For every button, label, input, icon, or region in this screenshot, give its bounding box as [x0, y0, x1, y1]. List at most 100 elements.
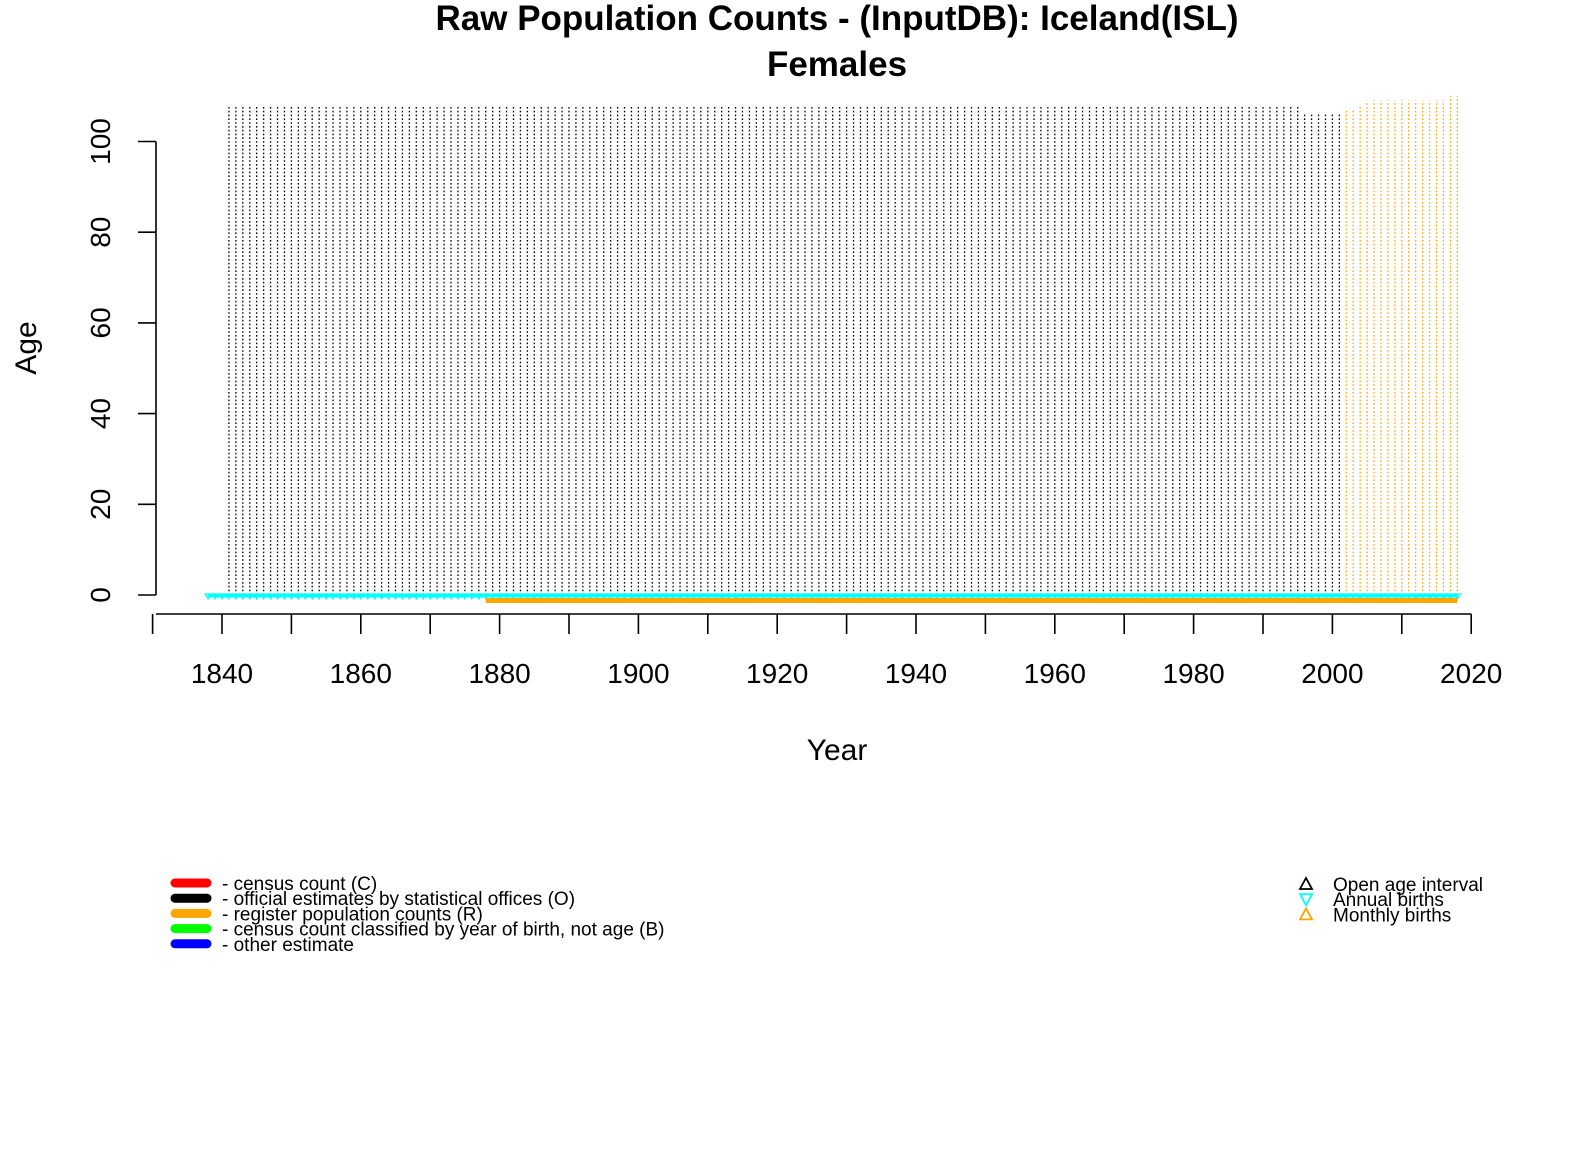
- data-point: [564, 593, 574, 601]
- data-point: [1085, 593, 1094, 601]
- data-point: [960, 593, 969, 601]
- data-point: [1210, 593, 1219, 601]
- legend-data-types: - census count (C)- official estimates b…: [170, 874, 665, 956]
- data-point: [1307, 593, 1316, 601]
- data-point: [675, 593, 685, 601]
- legend-label: Open age interval: [1333, 875, 1483, 896]
- data-point: [1286, 593, 1295, 601]
- data-point: [1043, 593, 1052, 601]
- data-point: [1439, 593, 1448, 601]
- data-point: [412, 593, 421, 601]
- data-point: [856, 593, 865, 601]
- data-point: [537, 593, 546, 601]
- data-point: [599, 593, 608, 601]
- data-point: [1057, 593, 1066, 601]
- data-point: [1147, 593, 1157, 601]
- data-point: [1383, 593, 1392, 601]
- data-point: [294, 593, 303, 601]
- data-point: [308, 593, 317, 601]
- data-point: [440, 593, 449, 601]
- data-point: [953, 593, 962, 601]
- data-point: [1432, 593, 1441, 601]
- y-tick-label: 60: [85, 307, 116, 338]
- x-tick-label: 1940: [885, 658, 947, 689]
- data-point: [405, 593, 414, 601]
- data-point: [558, 593, 567, 601]
- legend-label: - census count (C): [222, 874, 377, 895]
- data-point: [1175, 593, 1184, 601]
- triangle-up-icon: [1298, 906, 1314, 921]
- data-point: [1369, 593, 1379, 601]
- x-axis-label: Year: [807, 734, 868, 767]
- data-point: [1376, 593, 1386, 601]
- data-point: [613, 593, 622, 601]
- data-point: [884, 593, 893, 601]
- data-point: [1071, 593, 1080, 601]
- data-point: [1064, 593, 1073, 601]
- monthly-births-band: [485, 598, 1458, 603]
- data-point: [1036, 593, 1045, 601]
- data-point: [759, 593, 768, 601]
- data-point: [863, 593, 872, 601]
- data-point: [828, 593, 837, 601]
- data-point: [1397, 593, 1406, 601]
- data-point: [1099, 593, 1108, 601]
- data-point: [918, 593, 927, 601]
- data-point: [301, 593, 310, 601]
- axes: 0 20 40 60 80 100 1840 1860 1880 1900 1920 1940 1960…: [85, 118, 1502, 689]
- x-tick-label: 2020: [1440, 658, 1502, 689]
- data-point: [1009, 593, 1018, 601]
- data-point: [1002, 593, 1011, 601]
- data-point: [1078, 593, 1087, 601]
- data-point: [1453, 593, 1462, 601]
- x-tick-label: 1960: [1024, 658, 1086, 689]
- data-point: [1120, 593, 1129, 601]
- data-point: [1224, 593, 1233, 601]
- data-point: [1231, 593, 1240, 601]
- data-point: [356, 593, 365, 601]
- data-point: [1293, 593, 1302, 601]
- data-point: [592, 593, 601, 601]
- data-point: [669, 593, 678, 601]
- data-point: [571, 593, 580, 601]
- data-point: [1189, 593, 1198, 601]
- y-tick-label: 80: [85, 217, 116, 248]
- data-point: [1154, 593, 1163, 601]
- data-point: [835, 593, 844, 601]
- data-point: [474, 593, 483, 601]
- chart-subtitle: Females: [767, 45, 907, 84]
- data-point: [1446, 593, 1455, 601]
- data-point: [1258, 593, 1268, 601]
- data-point: [502, 593, 511, 601]
- data-point: [745, 593, 754, 601]
- data-point: [1016, 593, 1025, 601]
- data-point: [245, 593, 254, 601]
- data-point: [1140, 593, 1150, 601]
- data-point: [446, 593, 456, 601]
- data-point: [911, 593, 921, 601]
- data-point: [877, 593, 886, 601]
- data-point: [328, 593, 338, 601]
- data-point: [842, 593, 851, 601]
- data-point: [606, 593, 615, 601]
- data-point: [377, 593, 386, 601]
- data-point: [981, 593, 990, 601]
- data-point: [1252, 593, 1261, 601]
- data-point: [585, 593, 594, 601]
- data-point: [287, 593, 296, 601]
- data-point: [849, 593, 858, 601]
- legend-label: - census count classified by year of bir…: [222, 920, 665, 941]
- data-point: [925, 593, 934, 601]
- data-point: [1328, 593, 1337, 601]
- data-point: [1265, 593, 1274, 601]
- data-point: [578, 593, 587, 601]
- data-point: [1182, 593, 1191, 601]
- data-point: [1168, 593, 1177, 601]
- data-point: [800, 593, 810, 601]
- legend-label: - register population counts (R): [222, 904, 483, 925]
- data-point: [1203, 593, 1212, 601]
- data-point: [453, 593, 463, 601]
- data-point: [738, 593, 747, 601]
